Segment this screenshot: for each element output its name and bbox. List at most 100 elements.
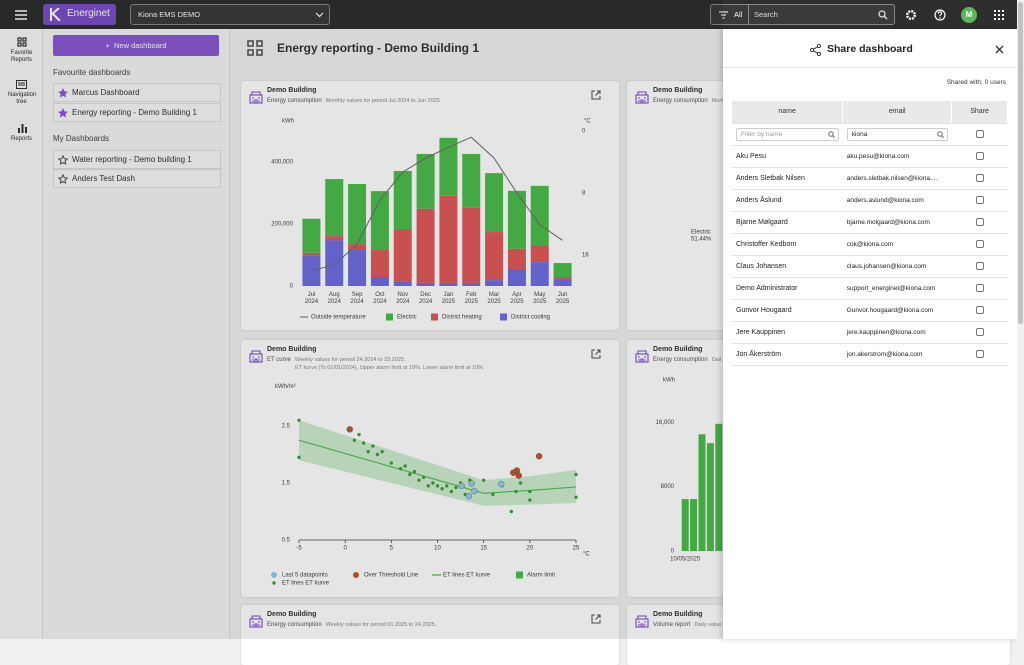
bar	[530, 262, 549, 286]
point	[574, 472, 578, 477]
column-header[interactable]: Share	[951, 101, 1008, 124]
menu-button[interactable]	[15, 10, 27, 20]
user-email: bjarne.molgaard@kiona.com	[842, 211, 952, 234]
share-drawer: Share dashboard Shared with: 0 users nam…	[723, 29, 1017, 639]
scroll-thumb[interactable]	[1018, 2, 1023, 324]
user-row[interactable]: Christoffer Kedborn cok@kiona.com	[732, 233, 1008, 256]
avatar[interactable]: M	[961, 7, 977, 23]
point	[408, 472, 412, 477]
point	[528, 498, 532, 502]
share-checkbox[interactable]	[975, 306, 984, 314]
share-cell	[951, 255, 1008, 278]
rail-reports[interactable]: Reports	[0, 123, 43, 143]
point	[346, 426, 353, 433]
user-row[interactable]: Anders Sletbak Nilsen anders.sletbak.nils…	[732, 167, 1008, 190]
email-filter[interactable]: kiona	[846, 127, 948, 141]
search-group: All Search	[710, 4, 895, 25]
point	[435, 484, 440, 488]
user-email: support_energinet@kiona.com	[842, 277, 952, 300]
user-row[interactable]: Jon Åkerström jon.akerstrom@kiona.com	[732, 343, 1008, 366]
user-row[interactable]: Bjarne Mølgaard bjarne.molgaard@kiona.com	[732, 211, 1008, 234]
y-tick-label: 8000	[661, 484, 675, 490]
share-checkbox[interactable]	[975, 152, 984, 160]
modal-backdrop[interactable]	[0, 0, 723, 639]
share-checkbox[interactable]	[975, 262, 984, 270]
point	[518, 481, 523, 485]
share-checkbox[interactable]	[975, 196, 984, 204]
bar	[348, 184, 367, 245]
share-checkbox[interactable]	[975, 284, 984, 292]
bar	[485, 280, 504, 286]
point	[426, 484, 430, 488]
dashboard-item[interactable]: Water reporting - Demo building 1	[53, 150, 221, 169]
share-checkbox[interactable]	[975, 174, 984, 182]
apps-button[interactable]	[994, 10, 1004, 20]
user-row[interactable]: Aku Pesu aku.pesu@kiona.com	[732, 145, 1008, 168]
scrollbar[interactable]	[1017, 0, 1024, 639]
x-tick-label: 10/05/2025	[670, 557, 701, 563]
share-checkbox[interactable]	[975, 218, 984, 226]
user-name: Gunvor Hougaard	[732, 299, 843, 322]
logo[interactable]: Energinet	[43, 4, 116, 25]
help-button[interactable]	[934, 9, 946, 21]
dashboard-item[interactable]: Anders Test Dash	[53, 169, 221, 188]
favourite-item[interactable]: Marcus Dashboard	[53, 83, 221, 102]
column-header[interactable]: email	[842, 101, 953, 124]
bar	[690, 499, 698, 551]
name-filter[interactable]: Filter by name	[736, 127, 839, 141]
column-header[interactable]: name	[732, 101, 844, 124]
point	[449, 489, 454, 494]
favourite-item[interactable]: Energy reporting - Demo Building 1	[53, 103, 221, 122]
card-subtitle: Energy consumption Monthly values for per…	[267, 98, 440, 104]
point	[440, 487, 444, 491]
user-row[interactable]: Demo Administrator support_energinet@kion…	[732, 277, 1008, 300]
share-cell	[951, 321, 1008, 344]
header-row: name email Share	[732, 101, 1008, 124]
legend-swatch	[271, 572, 277, 578]
point	[417, 478, 421, 482]
card-period: Weekly values for period 24.2024 to 23.2…	[294, 357, 406, 363]
open-button[interactable]	[591, 90, 601, 100]
settings-button[interactable]	[905, 9, 917, 21]
point	[380, 449, 384, 454]
user-row[interactable]: Jere Kauppinen jere.kauppinen@kiona.com	[732, 321, 1008, 344]
user-row[interactable]: Gunvor Hougaard Gunvor.hougaard@kiona.com	[732, 299, 1008, 322]
rail-favorite-reports[interactable]: Favorite Reports	[0, 37, 43, 64]
y2-tick-label: 16	[582, 253, 589, 259]
open-button[interactable]	[591, 614, 601, 624]
chevron	[315, 12, 324, 18]
x-tick-label: 10	[434, 546, 441, 552]
share-checkbox[interactable]	[975, 328, 984, 336]
bar	[553, 277, 572, 279]
new-dashboard-button[interactable]: + New dashboard	[53, 35, 219, 56]
share-checkbox[interactable]	[975, 240, 984, 248]
card-subtitle: ET curve Weekly values for period 24.2024…	[267, 357, 406, 363]
star	[58, 88, 68, 98]
bar	[681, 499, 689, 551]
user-email: aku.pesu@kiona.com	[842, 145, 952, 168]
bar	[462, 207, 481, 283]
close-button[interactable]	[995, 45, 1004, 54]
select-all-checkbox[interactable]	[975, 130, 984, 138]
bar	[439, 195, 458, 283]
rail-navigation-tree[interactable]: Navigation tree	[0, 80, 43, 106]
x-tick-label: Dec 2024	[419, 292, 433, 305]
search-input[interactable]: Search	[754, 10, 778, 19]
bar	[348, 250, 367, 286]
user-row[interactable]: Claus Johansen claus.johansen@kiona.com	[732, 255, 1008, 278]
filter-label[interactable]: All	[734, 10, 743, 19]
user-row[interactable]: Anders Åslund anders.aslund@kiona.com	[732, 189, 1008, 212]
star	[58, 174, 68, 184]
bar	[393, 228, 412, 282]
line	[311, 136, 563, 271]
legend-label: ET lines ET kurve	[443, 573, 491, 579]
bar	[325, 179, 344, 237]
open-button[interactable]	[591, 349, 601, 359]
bar	[530, 246, 549, 263]
share-checkbox[interactable]	[975, 350, 984, 358]
card-period: Dail	[711, 357, 722, 363]
site-select[interactable]: Kiona EMS DEMO	[130, 4, 330, 25]
user-email: anders.sletbak.nilsen@kiona....	[842, 167, 952, 190]
filter-cell: kiona	[842, 123, 952, 146]
